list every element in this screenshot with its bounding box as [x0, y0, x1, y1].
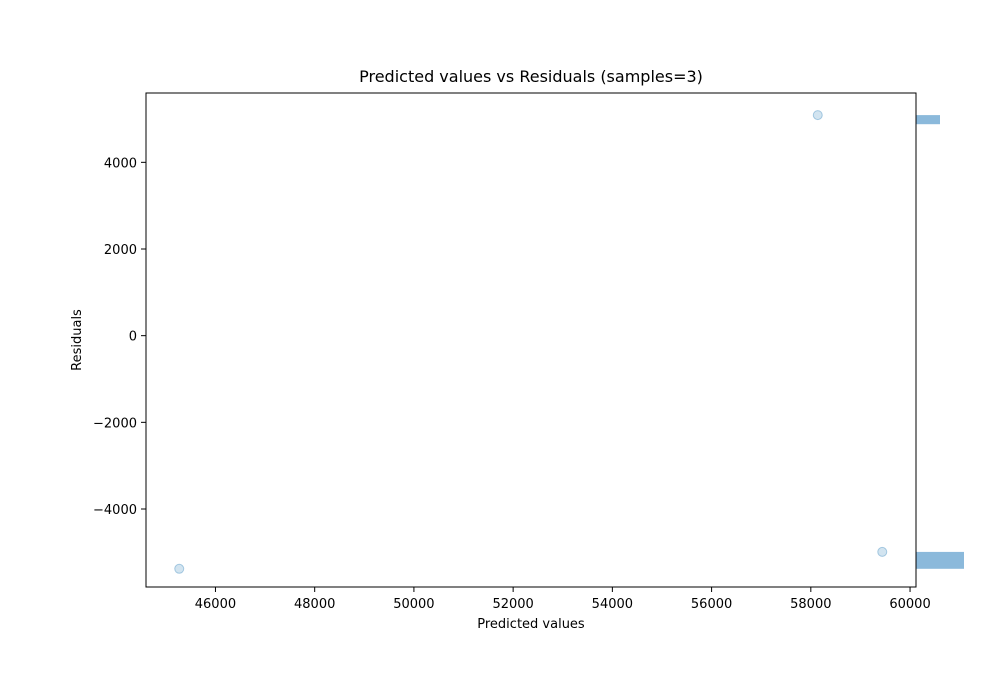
plot-area — [145, 92, 917, 588]
y-tick-label: 2000 — [104, 243, 137, 258]
y-tick-label: −4000 — [93, 503, 137, 518]
scatter-points — [174, 110, 888, 574]
scatter-point — [877, 546, 888, 557]
y-tick-label: −2000 — [93, 416, 137, 431]
marginal-histogram — [916, 115, 964, 569]
chart-title: Predicted values vs Residuals (samples=3… — [359, 67, 703, 86]
y-axis-label: Residuals — [70, 309, 85, 371]
x-tick-label: 56000 — [691, 597, 732, 612]
scatter-point — [174, 563, 185, 574]
y-tick-label: 4000 — [104, 156, 137, 171]
y-tick-label: 0 — [129, 330, 137, 345]
x-tick-label: 52000 — [492, 597, 533, 612]
x-tick-label: 50000 — [393, 597, 434, 612]
scatter-point — [812, 110, 823, 121]
x-tick-label: 58000 — [790, 597, 831, 612]
histogram-bar — [916, 551, 964, 569]
y-axis-ticks: −4000 −2000 0 2000 4000 — [93, 156, 146, 518]
x-tick-label: 54000 — [592, 597, 633, 612]
x-axis-ticks: 46000 48000 50000 52000 54000 56000 58000 60000 — [195, 587, 931, 612]
x-tick-label: 48000 — [294, 597, 335, 612]
x-tick-label: 60000 — [889, 597, 930, 612]
x-tick-label: 46000 — [195, 597, 236, 612]
x-axis-label: Predicted values — [477, 617, 585, 632]
histogram-bar — [916, 115, 940, 125]
